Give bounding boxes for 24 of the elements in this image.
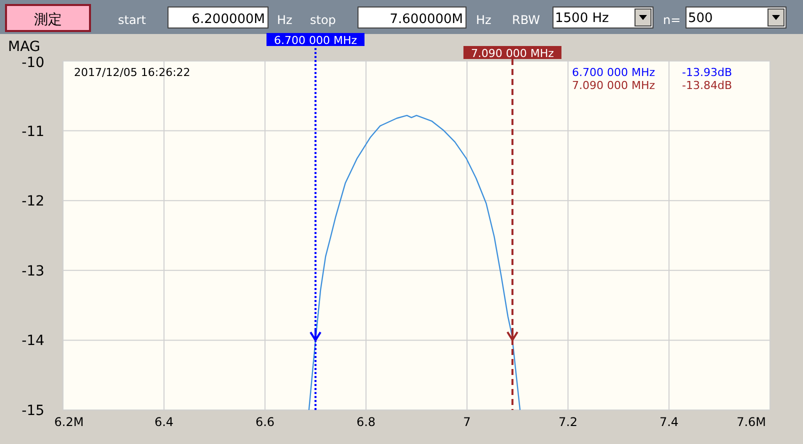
x-tick-label: 7.2 [558, 415, 578, 429]
controls: 測定 start 6.200000M Hz stop 7.600000M Hz RBW 1500 Hz n= 500 [5, 4, 786, 32]
x-tick-label: 7.4 [659, 415, 679, 429]
annotation: 2017/12/05 16:26:22 [74, 66, 190, 79]
y-tick-label: -10 [22, 55, 44, 71]
x-tick-label: 6.4 [154, 415, 174, 429]
x-tick-label: 7 [463, 415, 471, 429]
ref-line-label: 6.700 000 MHz [274, 34, 358, 47]
x-tick-label: 6.6 [255, 415, 275, 429]
annotation: 6.700 000 MHz [572, 66, 656, 79]
y-tick-label: -11 [22, 124, 44, 140]
annotation: -13.84dB [682, 79, 732, 92]
x-tick-label: 6.8 [356, 415, 376, 429]
line-series [308, 114, 521, 411]
y-tick-label: -12 [22, 194, 44, 210]
y-tick-label: -15 [22, 403, 44, 419]
x-tick-label: 6.2M [54, 415, 84, 429]
x-tick-label: 7.6M [736, 415, 766, 429]
y-tick-label: -13 [22, 263, 44, 280]
annotation: 7.090 000 MHz [572, 79, 656, 92]
annotation: -13.93dB [682, 66, 732, 79]
y-axis-title: MAG [8, 39, 40, 55]
ref-line-label: 7.090 000 MHz [470, 47, 554, 60]
y-tick-label: -14 [22, 333, 45, 350]
